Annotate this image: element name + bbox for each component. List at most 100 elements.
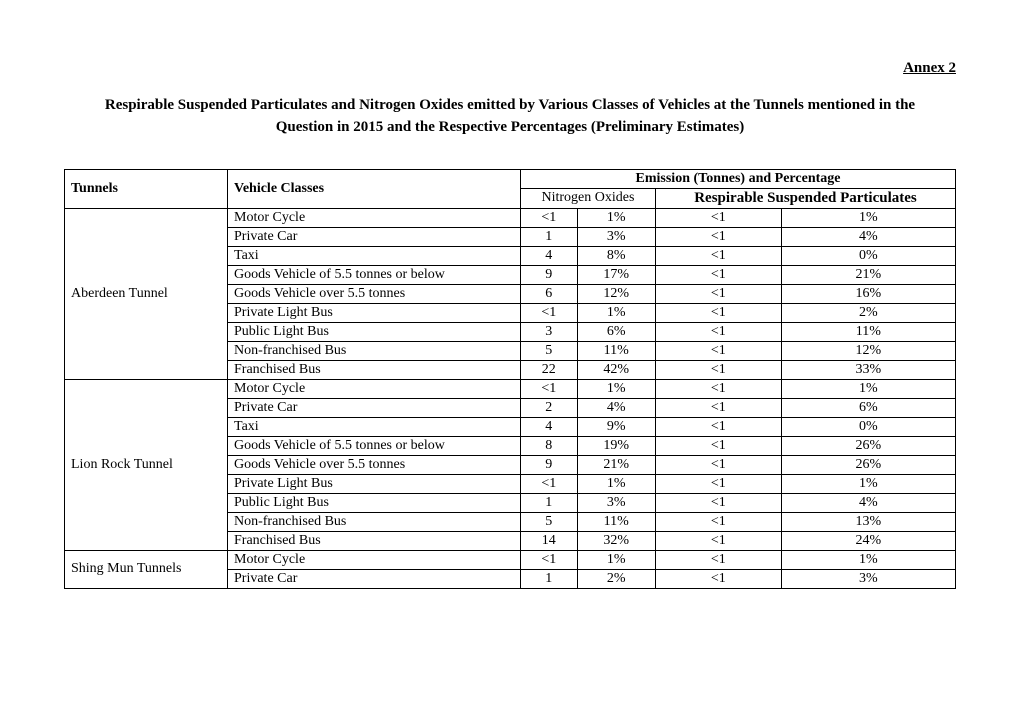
nox-percent-cell: 19% (577, 436, 655, 455)
vehicle-class-cell: Goods Vehicle of 5.5 tonnes or below (228, 436, 521, 455)
rsp-percent-cell: 3% (781, 569, 955, 588)
rsp-value-cell: <1 (655, 474, 781, 493)
nox-value-cell: 1 (521, 569, 578, 588)
vehicle-class-cell: Taxi (228, 246, 521, 265)
rsp-value-cell: <1 (655, 436, 781, 455)
nox-percent-cell: 17% (577, 265, 655, 284)
header-rsp: Respirable Suspended Particulates (655, 188, 955, 208)
nox-percent-cell: 21% (577, 455, 655, 474)
tunnel-name-cell: Shing Mun Tunnels (65, 550, 228, 588)
rsp-value-cell: <1 (655, 379, 781, 398)
rsp-percent-cell: 26% (781, 436, 955, 455)
nox-value-cell: 4 (521, 417, 578, 436)
nox-value-cell: 4 (521, 246, 578, 265)
header-nox: Nitrogen Oxides (521, 188, 656, 208)
nox-percent-cell: 8% (577, 246, 655, 265)
rsp-value-cell: <1 (655, 322, 781, 341)
emissions-table: Tunnels Vehicle Classes Emission (Tonnes… (64, 169, 956, 589)
nox-percent-cell: 1% (577, 379, 655, 398)
rsp-percent-cell: 33% (781, 360, 955, 379)
vehicle-class-cell: Goods Vehicle over 5.5 tonnes (228, 455, 521, 474)
nox-value-cell: <1 (521, 303, 578, 322)
vehicle-class-cell: Non-franchised Bus (228, 341, 521, 360)
rsp-percent-cell: 1% (781, 379, 955, 398)
nox-percent-cell: 3% (577, 227, 655, 246)
nox-percent-cell: 1% (577, 208, 655, 227)
document-title: Respirable Suspended Particulates and Ni… (85, 95, 935, 139)
nox-value-cell: 3 (521, 322, 578, 341)
tunnel-name-cell: Lion Rock Tunnel (65, 379, 228, 550)
rsp-percent-cell: 4% (781, 493, 955, 512)
rsp-percent-cell: 1% (781, 208, 955, 227)
rsp-percent-cell: 11% (781, 322, 955, 341)
nox-percent-cell: 6% (577, 322, 655, 341)
nox-value-cell: 1 (521, 227, 578, 246)
nox-percent-cell: 1% (577, 303, 655, 322)
rsp-value-cell: <1 (655, 227, 781, 246)
rsp-percent-cell: 12% (781, 341, 955, 360)
nox-value-cell: 5 (521, 512, 578, 531)
vehicle-class-cell: Non-franchised Bus (228, 512, 521, 531)
rsp-value-cell: <1 (655, 208, 781, 227)
rsp-percent-cell: 16% (781, 284, 955, 303)
nox-value-cell: 1 (521, 493, 578, 512)
rsp-percent-cell: 4% (781, 227, 955, 246)
rsp-value-cell: <1 (655, 512, 781, 531)
vehicle-class-cell: Private Light Bus (228, 303, 521, 322)
rsp-value-cell: <1 (655, 341, 781, 360)
rsp-value-cell: <1 (655, 550, 781, 569)
nox-value-cell: 6 (521, 284, 578, 303)
rsp-percent-cell: 1% (781, 474, 955, 493)
rsp-percent-cell: 0% (781, 246, 955, 265)
nox-percent-cell: 4% (577, 398, 655, 417)
vehicle-class-cell: Motor Cycle (228, 550, 521, 569)
vehicle-class-cell: Motor Cycle (228, 379, 521, 398)
nox-value-cell: 9 (521, 265, 578, 284)
nox-percent-cell: 11% (577, 341, 655, 360)
nox-value-cell: <1 (521, 379, 578, 398)
header-vehicle-classes: Vehicle Classes (228, 169, 521, 208)
rsp-value-cell: <1 (655, 531, 781, 550)
rsp-percent-cell: 1% (781, 550, 955, 569)
rsp-percent-cell: 24% (781, 531, 955, 550)
rsp-percent-cell: 13% (781, 512, 955, 531)
nox-value-cell: <1 (521, 550, 578, 569)
table-row: Shing Mun TunnelsMotor Cycle<11%<11% (65, 550, 956, 569)
rsp-value-cell: <1 (655, 303, 781, 322)
header-emission-group: Emission (Tonnes) and Percentage (521, 169, 956, 188)
nox-value-cell: 5 (521, 341, 578, 360)
rsp-percent-cell: 26% (781, 455, 955, 474)
vehicle-class-cell: Private Car (228, 398, 521, 417)
nox-value-cell: 14 (521, 531, 578, 550)
rsp-percent-cell: 6% (781, 398, 955, 417)
vehicle-class-cell: Franchised Bus (228, 360, 521, 379)
nox-percent-cell: 42% (577, 360, 655, 379)
header-tunnels: Tunnels (65, 169, 228, 208)
nox-percent-cell: 1% (577, 550, 655, 569)
nox-percent-cell: 9% (577, 417, 655, 436)
nox-percent-cell: 1% (577, 474, 655, 493)
nox-percent-cell: 2% (577, 569, 655, 588)
rsp-value-cell: <1 (655, 398, 781, 417)
annex-label: Annex 2 (64, 60, 956, 77)
rsp-value-cell: <1 (655, 493, 781, 512)
rsp-value-cell: <1 (655, 246, 781, 265)
rsp-value-cell: <1 (655, 569, 781, 588)
table-row: Aberdeen TunnelMotor Cycle<11%<11% (65, 208, 956, 227)
rsp-percent-cell: 2% (781, 303, 955, 322)
nox-value-cell: 22 (521, 360, 578, 379)
vehicle-class-cell: Goods Vehicle over 5.5 tonnes (228, 284, 521, 303)
nox-value-cell: 9 (521, 455, 578, 474)
nox-value-cell: <1 (521, 208, 578, 227)
rsp-value-cell: <1 (655, 417, 781, 436)
vehicle-class-cell: Private Light Bus (228, 474, 521, 493)
rsp-percent-cell: 21% (781, 265, 955, 284)
rsp-value-cell: <1 (655, 284, 781, 303)
vehicle-class-cell: Goods Vehicle of 5.5 tonnes or below (228, 265, 521, 284)
vehicle-class-cell: Taxi (228, 417, 521, 436)
vehicle-class-cell: Motor Cycle (228, 208, 521, 227)
nox-percent-cell: 3% (577, 493, 655, 512)
nox-value-cell: 8 (521, 436, 578, 455)
vehicle-class-cell: Private Car (228, 227, 521, 246)
vehicle-class-cell: Private Car (228, 569, 521, 588)
